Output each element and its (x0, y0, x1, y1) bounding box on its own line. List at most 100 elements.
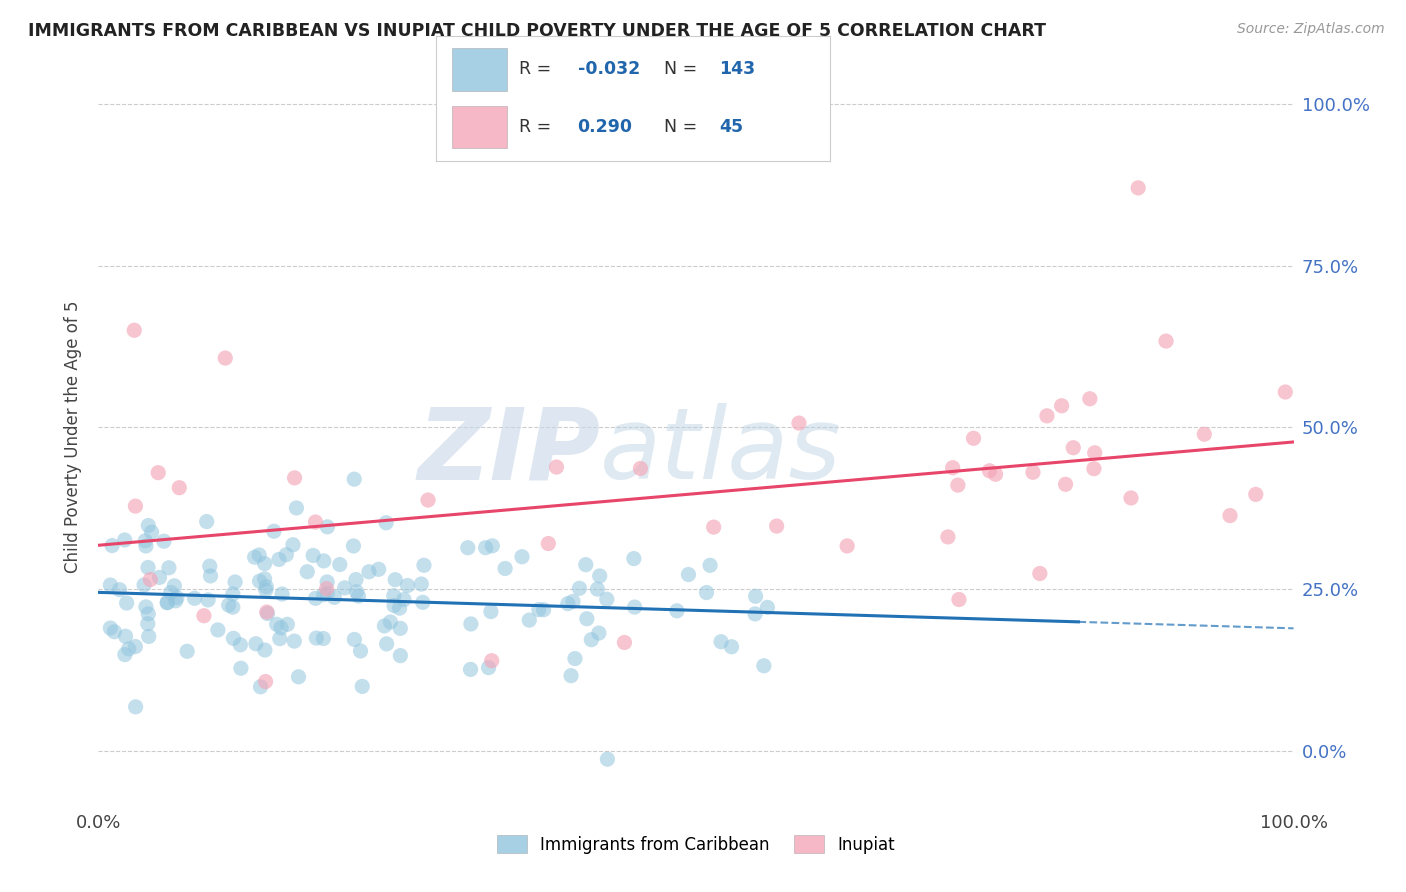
Point (527, 603, 550, 617)
Point (1084, 446, 1107, 460)
Point (115, 596, 138, 610)
Point (249, 574, 271, 589)
Point (305, 631, 328, 645)
Point (373, 619, 395, 633)
Point (1274, 384, 1296, 399)
Point (312, 632, 335, 646)
Point (560, 668, 582, 682)
Point (304, 515, 326, 529)
Point (1119, 491, 1142, 505)
Point (124, 323, 146, 337)
Point (460, 662, 482, 676)
Point (699, 558, 721, 573)
Point (287, 670, 309, 684)
Point (596, 592, 619, 607)
Point (333, 581, 356, 595)
Point (253, 643, 276, 657)
Point (457, 541, 479, 555)
Point (136, 607, 159, 621)
Point (389, 621, 412, 635)
Point (249, 680, 271, 694)
Point (254, 580, 277, 594)
Point (138, 630, 160, 644)
Point (160, 585, 183, 599)
Point (588, 626, 610, 640)
Point (271, 587, 294, 601)
Point (245, 637, 267, 651)
Point (517, 613, 540, 627)
Point (1078, 392, 1101, 406)
Point (193, 608, 215, 623)
Point (195, 515, 218, 529)
Point (197, 593, 219, 607)
Point (460, 616, 482, 631)
Point (139, 573, 162, 587)
Point (765, 519, 787, 533)
Point (222, 600, 245, 615)
Point (837, 539, 859, 553)
Point (678, 567, 700, 582)
Point (200, 569, 222, 583)
Point (411, 577, 433, 591)
Point (948, 592, 970, 607)
Point (568, 582, 591, 596)
Point (352, 680, 374, 694)
Point (589, 569, 612, 583)
Point (380, 615, 402, 629)
Point (546, 460, 568, 475)
Point (586, 582, 609, 596)
Point (936, 530, 959, 544)
Point (396, 578, 419, 592)
Point (135, 539, 157, 553)
Point (148, 466, 170, 480)
Text: IMMIGRANTS FROM CARIBBEAN VS INUPIAT CHILD POVERTY UNDER THE AGE OF 5 CORRELATIO: IMMIGRANTS FROM CARIBBEAN VS INUPIAT CHI… (28, 22, 1046, 40)
Point (176, 644, 198, 658)
Point (283, 634, 305, 648)
Point (316, 520, 339, 534)
Point (136, 518, 159, 533)
Point (124, 499, 146, 513)
Point (253, 572, 276, 586)
Point (375, 637, 398, 651)
Point (253, 557, 276, 571)
Point (1036, 409, 1059, 423)
Point (156, 595, 179, 609)
Point (344, 573, 367, 587)
Point (416, 493, 439, 508)
Point (222, 632, 245, 646)
Point (1054, 477, 1077, 491)
Point (342, 539, 364, 553)
Point (533, 603, 555, 617)
Point (136, 560, 159, 574)
Point (581, 632, 603, 647)
Point (222, 587, 245, 601)
Point (114, 648, 136, 662)
Point (744, 607, 766, 621)
Point (304, 591, 326, 606)
FancyBboxPatch shape (451, 48, 506, 91)
Point (148, 570, 170, 584)
Point (946, 478, 969, 492)
Text: N =: N = (664, 61, 697, 78)
Point (347, 589, 370, 603)
Point (103, 624, 125, 639)
Point (136, 616, 159, 631)
Point (266, 617, 288, 632)
Point (281, 538, 304, 552)
Point (389, 648, 412, 663)
Point (1029, 566, 1052, 581)
Point (134, 533, 156, 548)
Point (756, 600, 779, 615)
Point (787, 416, 810, 430)
Point (169, 481, 191, 495)
Point (1050, 399, 1073, 413)
Point (412, 595, 434, 609)
Point (276, 548, 298, 562)
Point (243, 550, 266, 565)
Point (124, 699, 146, 714)
Point (163, 579, 186, 593)
Text: N =: N = (664, 118, 697, 136)
Point (135, 599, 157, 614)
Point (1062, 441, 1084, 455)
Point (630, 461, 652, 475)
